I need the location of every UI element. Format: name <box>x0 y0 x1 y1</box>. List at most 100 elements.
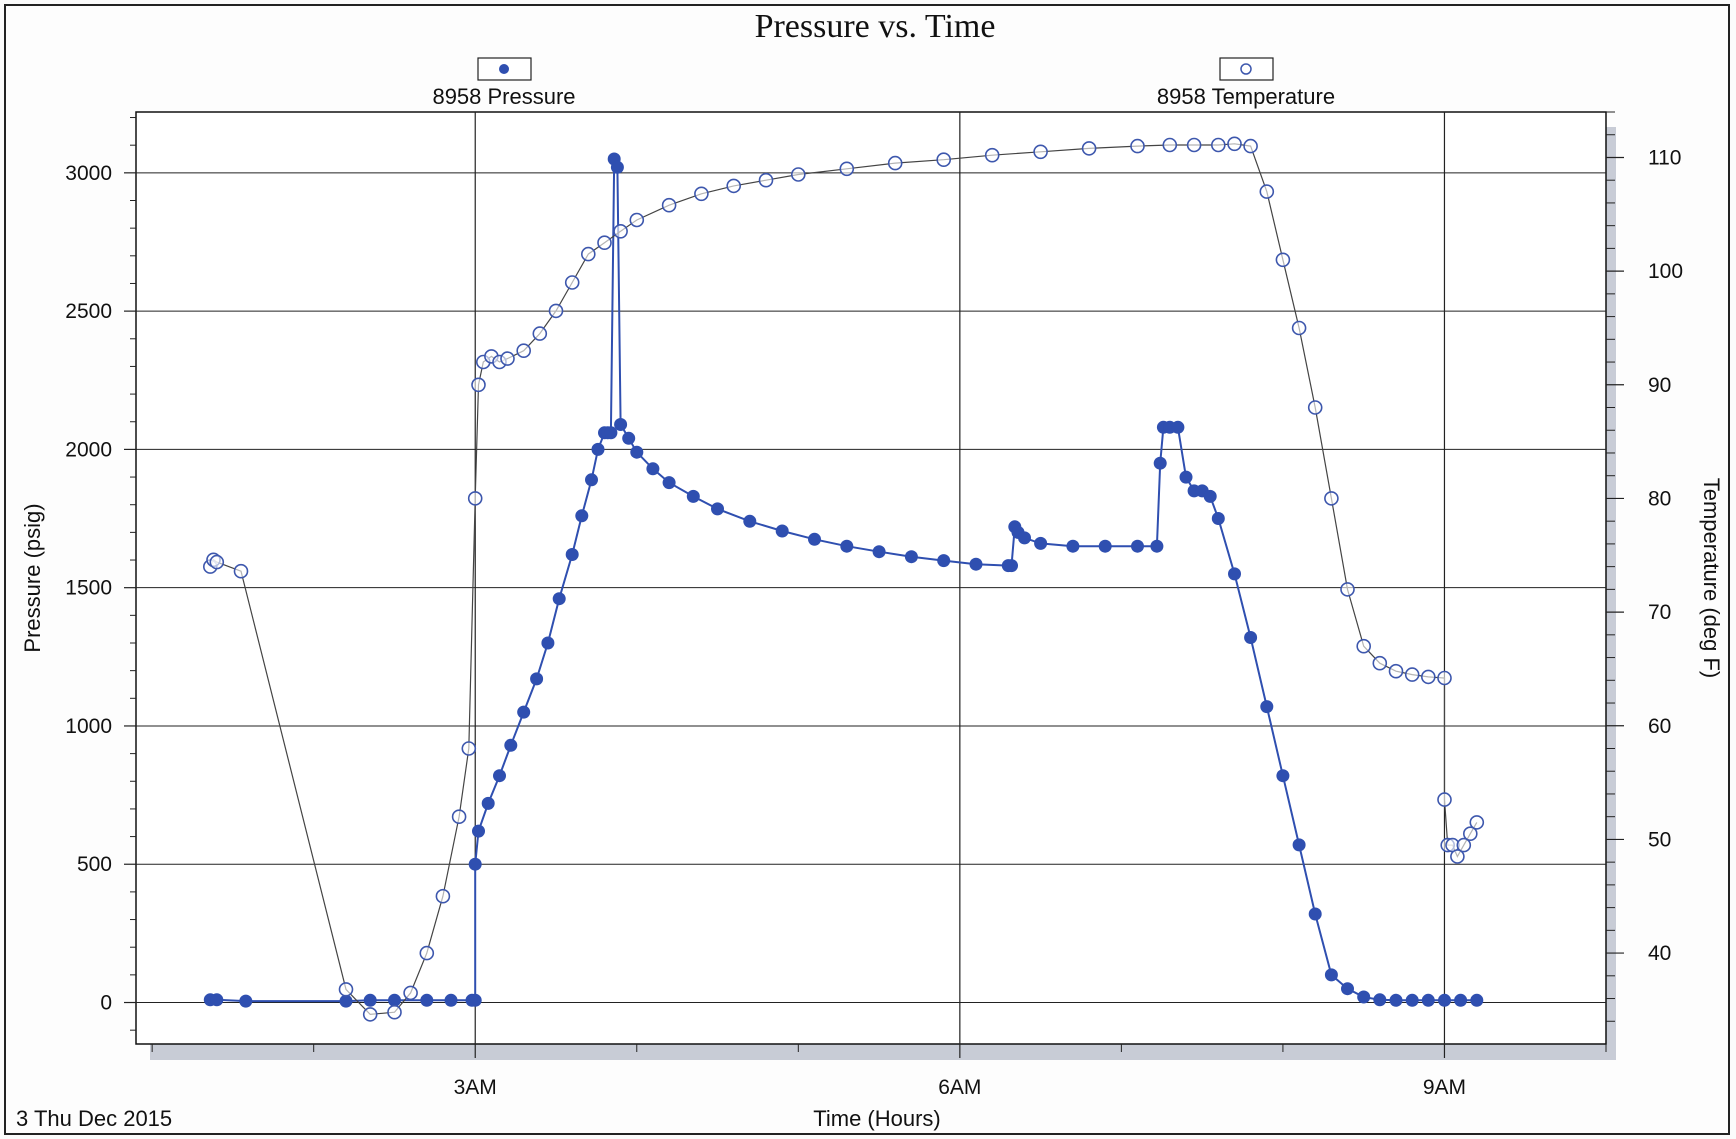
temperature-point <box>403 985 418 1001</box>
pressure-point <box>472 824 485 838</box>
pressure-point <box>1018 531 1031 545</box>
pressure-point <box>1153 456 1167 470</box>
pressure-point <box>1131 539 1144 553</box>
legend-temperature-label: 8958 Temperature <box>1157 84 1335 109</box>
temperature-point <box>419 945 435 961</box>
pressure-point <box>1292 838 1306 852</box>
y2-tick-label: 110 <box>1648 146 1681 169</box>
pressure-point <box>517 705 531 719</box>
legend-temperature-swatch <box>1219 57 1274 81</box>
pressure-point <box>552 592 566 606</box>
temperature-point <box>209 554 225 570</box>
temperature-point <box>461 741 477 756</box>
temperature-point <box>387 1004 402 1020</box>
y2-tick-label: 60 <box>1648 715 1671 738</box>
y-tick-label: 0 <box>100 992 112 1015</box>
pressure-point <box>1098 539 1112 553</box>
pressure-point <box>1005 559 1018 573</box>
temperature-point <box>1463 826 1478 842</box>
temperature-point <box>1186 137 1202 153</box>
temperature-point <box>984 147 1000 163</box>
temperature-point <box>1340 582 1355 597</box>
temperature-point <box>1162 137 1178 153</box>
temperature-point <box>548 303 564 319</box>
temperature-point <box>1456 837 1472 853</box>
pressure-point <box>504 738 518 752</box>
temperature-point <box>564 275 580 290</box>
pressure-point <box>1308 907 1322 921</box>
pressure-point <box>1389 993 1403 1007</box>
pressure-point <box>1438 993 1451 1007</box>
legend-pressure-label: 8958 Pressure <box>432 84 575 109</box>
pressure-point <box>1324 968 1338 982</box>
temperature-point <box>1356 638 1371 654</box>
temperature-point <box>726 178 742 194</box>
temperature-point <box>1307 400 1323 415</box>
temperature-point <box>1291 320 1307 336</box>
temperature-point <box>1275 252 1291 268</box>
y2-tick-label: 80 <box>1648 487 1671 510</box>
pressure-point <box>904 550 918 564</box>
pressure-point <box>622 431 636 445</box>
temperature-point <box>1450 849 1465 864</box>
pressure-point <box>481 796 495 810</box>
chart-title: Pressure vs. Time <box>755 8 996 45</box>
pressure-point <box>1150 539 1164 553</box>
pressure-point <box>530 672 544 686</box>
pressure-point <box>1244 631 1258 644</box>
pressure-point <box>775 524 789 538</box>
temperature-point <box>362 1007 378 1022</box>
temperature-point <box>451 809 467 825</box>
pressure-point <box>1171 420 1185 434</box>
pressure-point <box>444 993 458 1007</box>
pressure-point <box>591 442 605 456</box>
temperature-point <box>1372 655 1388 671</box>
pressure-point <box>646 462 660 476</box>
x-tick-label: 6AM <box>938 1076 981 1099</box>
temperature-point <box>1437 792 1452 807</box>
pressure-point <box>937 554 951 568</box>
pressure-point <box>604 426 618 440</box>
temperature-point <box>1130 138 1145 154</box>
pressure-point <box>969 557 983 571</box>
y-tick-label: 1500 <box>65 577 112 600</box>
temperature-point <box>1081 141 1097 156</box>
axis-layer: 0 500 1000 1500 2000 2500 3000 40 50 60 70 80 90 100 1… <box>65 111 1683 1099</box>
pressure-point <box>808 532 821 546</box>
pressure-point <box>1179 470 1193 484</box>
pressure-point <box>468 857 482 871</box>
temperature-point <box>694 186 709 202</box>
y2-axis-label: Temperature (deg F) <box>1699 478 1724 679</box>
pressure-point <box>686 489 700 503</box>
pressure-point <box>1454 993 1468 1007</box>
temperature-point <box>1469 815 1485 830</box>
pressure-point <box>541 636 555 650</box>
temperature-point <box>500 351 515 366</box>
legend-temperature-marker <box>1240 63 1252 75</box>
temperature-point <box>1243 138 1258 154</box>
pressure-point <box>1357 990 1371 1004</box>
pressure-point <box>388 993 401 1007</box>
pressure-point <box>1228 567 1241 581</box>
legend: 8958 Pressure 8958 Temperature <box>432 57 1335 109</box>
temperature-point <box>1421 669 1436 685</box>
temperature-point <box>661 197 677 213</box>
temperature-point <box>1227 136 1242 152</box>
pressure-point <box>1276 769 1290 783</box>
temperature-point <box>1388 663 1404 679</box>
temperature-point <box>1033 144 1048 160</box>
temperature-point <box>839 161 855 177</box>
temperature-point <box>790 167 806 182</box>
x-tick-label: 9AM <box>1423 1076 1466 1099</box>
y-tick-label: 2500 <box>65 300 112 323</box>
temperature-point <box>758 172 774 188</box>
pressure-point <box>610 160 624 174</box>
pressure-point <box>872 545 886 559</box>
pressure-point <box>1034 536 1048 550</box>
pressure-point <box>210 993 224 1007</box>
y-tick-label: 500 <box>77 853 112 876</box>
pressure-point <box>363 993 377 1007</box>
temperature-point <box>1259 184 1275 199</box>
